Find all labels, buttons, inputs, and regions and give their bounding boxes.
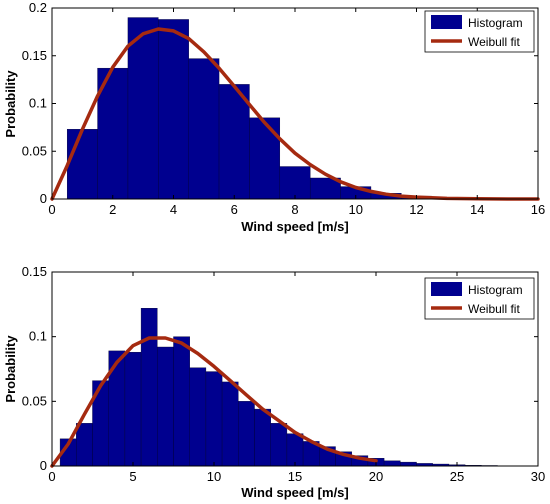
x-tick-label: 30: [531, 469, 545, 484]
y-axis-label-top: Probability: [3, 70, 18, 138]
y-ticks-top: 0 0.05 0.1 0.15 0.2: [22, 0, 538, 206]
histogram-bar-top: [279, 166, 311, 200]
y-tick-label: 0.05: [22, 393, 47, 408]
histogram-bar-bottom: [270, 423, 288, 467]
weibull-fit-line-bottom: [50, 336, 378, 468]
y-tick-label: 0: [40, 458, 47, 473]
y-tick-label: 0.1: [29, 329, 47, 344]
x-tick-label: 10: [207, 469, 221, 484]
legend-histogram-swatch-bottom: [431, 282, 462, 296]
histogram-bar-bottom: [124, 351, 142, 467]
histogram-bar-bottom: [238, 401, 255, 467]
histogram-bar-bottom: [140, 308, 158, 467]
x-tick-label: 6: [231, 202, 238, 217]
x-tick-label: 0: [48, 469, 55, 484]
histogram-bar-bottom: [383, 460, 401, 467]
x-axis-label-top: Wind speed [m/s]: [241, 219, 349, 234]
histogram-bar-bottom: [76, 423, 93, 467]
histogram-bar-top: [127, 17, 159, 200]
y-tick-label: 0.15: [22, 48, 47, 63]
histogram-bar-top: [188, 58, 220, 200]
histogram-bar-top: [249, 117, 281, 200]
histogram-bar-bottom: [400, 461, 417, 467]
histogram-bars-bottom: [59, 308, 531, 467]
x-tick-label: 10: [349, 202, 363, 217]
histogram-bar-bottom: [254, 408, 271, 467]
x-tick-label: 5: [129, 469, 136, 484]
y-ticks-bottom: 0 0.05 0.1 0.15: [22, 264, 538, 473]
histogram-bars-top: [66, 17, 524, 200]
x-tick-label: 4: [170, 202, 177, 217]
legend-top: Histogram Weibull fit: [424, 10, 535, 53]
x-ticks-top: 0 2 4 6 8 10 12 14 16: [48, 8, 545, 217]
legend-histogram-swatch-top: [431, 15, 462, 29]
x-tick-label: 0: [48, 202, 55, 217]
histogram-bar-bottom: [173, 336, 190, 467]
legend-bottom: Histogram Weibull fit: [424, 277, 535, 320]
panel-bottom: 0 5 10 15 20 25 30 0 0.05 0.1 0.15 Wind speed [m/…: [3, 264, 545, 500]
x-tick-label: 8: [291, 202, 298, 217]
histogram-bar-bottom: [189, 367, 207, 467]
histogram-bar-top: [158, 19, 189, 200]
histogram-bar-bottom: [286, 433, 304, 467]
y-tick-label: 0.15: [22, 264, 47, 279]
y-tick-label: 0.05: [22, 143, 47, 158]
x-ticks-bottom: 0 5 10 15 20 25 30: [48, 272, 545, 484]
x-tick-label: 2: [109, 202, 116, 217]
x-tick-label: 12: [409, 202, 423, 217]
x-axis-label-bottom: Wind speed [m/s]: [241, 485, 349, 500]
y-tick-label: 0: [40, 191, 47, 206]
x-tick-label: 14: [470, 202, 484, 217]
y-axis-label-bottom: Probability: [3, 335, 18, 403]
y-tick-label: 0.1: [29, 96, 47, 111]
panel-top: 0 2 4 6 8 10 12 14 16 0 0.05 0.1 0.15 0.2 Wind speed…: [3, 0, 545, 234]
histogram-bar-bottom: [221, 381, 239, 467]
x-tick-label: 15: [288, 469, 302, 484]
legend-fit-label-bottom: Weibull fit: [468, 302, 520, 316]
legend-histogram-label-top: Histogram: [468, 16, 523, 30]
weibull-fit-bottom: [50, 336, 378, 468]
histogram-bar-bottom: [205, 371, 223, 467]
y-tick-label: 0.2: [29, 0, 47, 15]
x-tick-label: 20: [369, 469, 383, 484]
x-tick-label: 25: [450, 469, 464, 484]
legend-fit-label-top: Weibull fit: [468, 35, 520, 49]
x-tick-label: 16: [531, 202, 545, 217]
histogram-bar-bottom: [157, 346, 174, 467]
weibull-fit-top: [50, 27, 540, 201]
histogram-bar-top: [66, 129, 98, 200]
legend-histogram-label-bottom: Histogram: [468, 283, 523, 297]
weibull-fit-line-top: [50, 27, 540, 201]
